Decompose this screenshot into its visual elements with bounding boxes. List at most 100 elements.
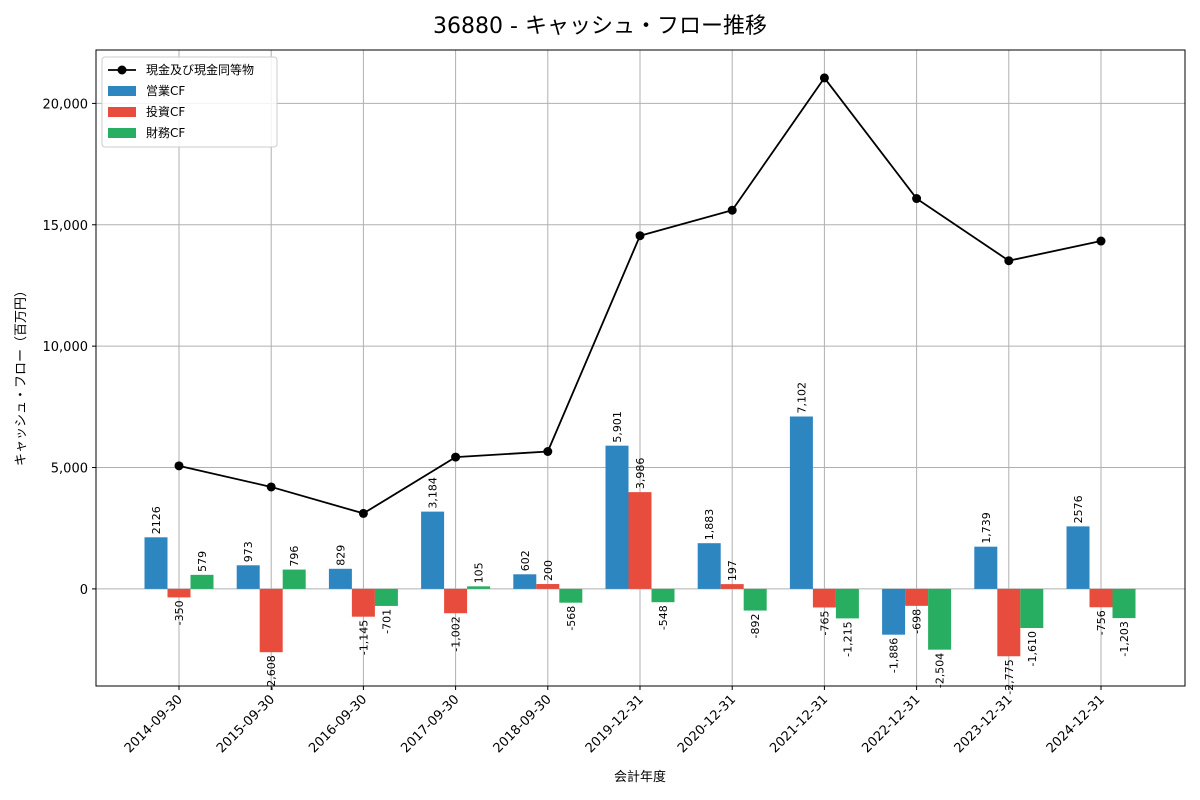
data-label-1-4: 200 (542, 560, 555, 581)
cash-point-3 (451, 452, 461, 462)
data-label-2-9: -1,610 (1026, 631, 1039, 666)
cash-point-9 (1004, 256, 1014, 266)
data-label-2-7: -1,215 (841, 621, 854, 656)
data-label-2-0: 579 (196, 551, 209, 572)
bar-0-2 (328, 568, 352, 589)
data-label-2-10: -1,203 (1118, 621, 1131, 656)
bar-1-4 (536, 584, 560, 589)
data-label-1-0: -350 (173, 600, 186, 625)
data-label-1-6: 197 (726, 560, 739, 581)
cash-point-10 (1096, 236, 1106, 246)
cash-point-1 (266, 482, 276, 492)
bar-1-2 (351, 588, 375, 617)
data-label-0-7: 7,102 (795, 382, 808, 414)
data-label-1-1: -2,608 (265, 655, 278, 690)
bar-1-1 (259, 588, 283, 653)
bar-1-8 (905, 588, 929, 606)
bar-2-7 (835, 588, 859, 619)
x-tick-label-7: 2021-12-31 (767, 692, 831, 756)
data-label-1-10: -756 (1095, 610, 1108, 635)
legend-swatch (108, 86, 136, 96)
x-axis-label: 会計年度 (614, 769, 666, 785)
y-tick-label-1: 5,000 (51, 462, 88, 477)
bar-1-0 (167, 588, 191, 598)
data-label-2-2: -701 (380, 609, 393, 634)
bar-0-3 (421, 511, 445, 589)
data-label-2-4: -568 (565, 606, 578, 631)
cash-point-0 (174, 461, 184, 471)
bar-2-0 (190, 574, 214, 589)
bar-0-1 (236, 565, 260, 589)
bar-2-10 (1112, 588, 1136, 619)
bar-2-1 (282, 569, 306, 589)
legend-label-1: 営業CF (146, 84, 185, 98)
bar-2-6 (743, 588, 767, 611)
bar-1-5 (628, 492, 652, 589)
cash-point-8 (912, 194, 922, 204)
plot-area: 2126 973 829 3,184 602 5,901 1,883 7,102 -1,886 1… (43, 49, 1186, 756)
data-label-2-1: 796 (288, 546, 301, 567)
legend-frame (101, 56, 278, 148)
bar-0-5 (605, 445, 629, 589)
data-label-0-5: 5,901 (611, 411, 624, 443)
legend-marker (117, 65, 127, 75)
bar-2-2 (374, 588, 398, 606)
bar-0-7 (789, 416, 813, 589)
bar-1-7 (812, 588, 836, 608)
data-label-0-4: 602 (519, 550, 532, 571)
cash-point-4 (543, 447, 553, 457)
legend-swatch (108, 107, 136, 117)
data-label-1-5: 3,986 (634, 458, 647, 490)
y-tick-label-2: 10,000 (43, 340, 89, 355)
bar-1-9 (997, 588, 1021, 657)
legend-label-0: 現金及び現金同等物 (146, 62, 254, 77)
legend-label-3: 財務CF (146, 125, 185, 140)
bar-1-3 (444, 588, 468, 614)
legend-swatch (108, 128, 136, 138)
y-axis-label: キャッシュ・フロー（百万円） (14, 284, 29, 466)
data-label-2-8: -2,504 (934, 653, 947, 688)
bar-1-6 (720, 584, 744, 589)
data-label-2-5: -548 (657, 605, 670, 630)
x-tick-label-9: 2023-12-31 (952, 692, 1016, 756)
x-tick-label-5: 2019-12-31 (583, 692, 647, 756)
cash-point-7 (819, 73, 829, 83)
bar-0-6 (697, 543, 721, 589)
bar-0-10 (1066, 526, 1090, 589)
bar-0-4 (513, 574, 537, 589)
data-label-1-8: -698 (911, 609, 924, 634)
x-tick-label-0: 2014-09-30 (122, 692, 186, 756)
cash-point-5 (635, 231, 645, 241)
bar-2-8 (928, 588, 952, 650)
y-tick-label-3: 15,000 (43, 219, 89, 234)
bar-2-4 (559, 588, 583, 603)
x-tick-label-10: 2024-12-31 (1044, 692, 1108, 756)
data-label-0-9: 1,739 (980, 512, 993, 544)
y-tick-label-4: 20,000 (43, 97, 89, 112)
bar-2-5 (651, 588, 675, 603)
data-label-1-7: -765 (818, 610, 831, 635)
data-label-0-10: 2576 (1072, 495, 1085, 523)
data-label-2-6: -892 (749, 614, 762, 639)
bar-2-9 (1020, 588, 1044, 628)
x-tick-label-3: 2017-09-30 (398, 692, 462, 756)
bar-0-9 (974, 546, 998, 589)
y-tick-label-0: 0 (80, 583, 88, 598)
cash-point-2 (358, 508, 368, 518)
x-tick-label-2: 2016-09-30 (306, 692, 370, 756)
x-tick-label-8: 2022-12-31 (859, 692, 923, 756)
data-label-0-1: 973 (242, 541, 255, 562)
x-tick-label-6: 2020-12-31 (675, 692, 739, 756)
cash-point-6 (727, 205, 737, 215)
data-label-0-6: 1,883 (703, 509, 716, 541)
bar-1-10 (1089, 588, 1113, 608)
data-label-1-3: -1,002 (450, 616, 463, 651)
bar-0-8 (882, 588, 906, 635)
data-label-1-2: -1,145 (357, 620, 370, 655)
x-tick-label-1: 2015-09-30 (214, 692, 278, 756)
data-label-2-3: 105 (473, 562, 486, 583)
data-label-0-3: 3,184 (427, 477, 440, 509)
x-tick-label-4: 2018-09-30 (491, 692, 555, 756)
